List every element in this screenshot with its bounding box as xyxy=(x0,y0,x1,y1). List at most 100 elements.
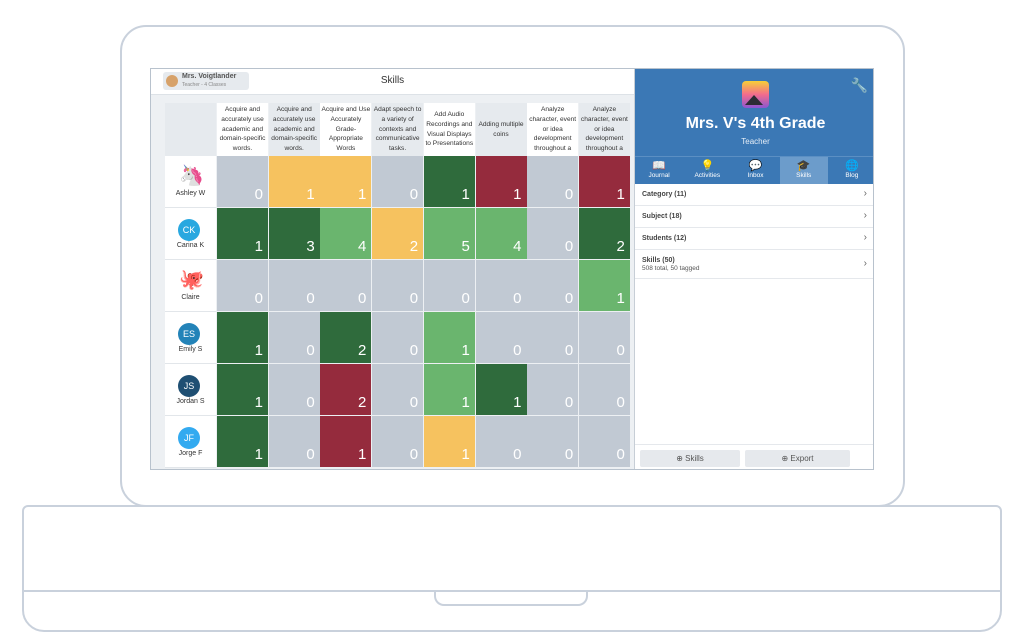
tab-label: Blog xyxy=(845,172,859,179)
add-skills-button[interactable]: ⊕ Skills xyxy=(640,450,740,467)
class-header: 🔧 Mrs. V's 4th Grade Teacher xyxy=(635,69,873,156)
skill-header[interactable]: Adapt speech to a variety of contexts an… xyxy=(372,103,424,156)
filter-item[interactable]: Category (11) › xyxy=(635,184,873,206)
score-cell[interactable]: 2 xyxy=(372,208,424,259)
export-button[interactable]: ⊕ Export xyxy=(745,450,850,467)
tab-label: Journal xyxy=(648,172,670,179)
filter-item[interactable]: Skills (50) 508 total, 50 tagged › xyxy=(635,250,873,279)
graduation-cap-icon: 🎓 xyxy=(796,160,811,172)
wrench-icon[interactable]: 🔧 xyxy=(850,77,868,93)
filter-label: Skills (50) xyxy=(642,257,675,264)
skill-header[interactable]: Analyze character, event or idea develop… xyxy=(527,103,579,156)
score-cell[interactable]: 5 xyxy=(423,208,475,259)
page-title: Skills xyxy=(380,75,405,86)
user-role: Teacher - 4 Classes xyxy=(182,82,227,88)
filter-item[interactable]: Subject (18) › xyxy=(635,206,873,228)
panel-footer: ⊕ Skills ⊕ Export xyxy=(635,444,873,469)
tab-skills[interactable]: 🎓 Skills xyxy=(779,157,828,184)
side-panel: 🔧 Mrs. V's 4th Grade Teacher 📖 Journal 💡 Ac… xyxy=(634,69,873,469)
score-cell[interactable]: 0 xyxy=(475,416,527,467)
filter-item[interactable]: Students (12) › xyxy=(635,228,873,250)
score-cell[interactable]: 0 xyxy=(372,312,424,363)
score-cell[interactable]: 1 xyxy=(217,416,268,467)
score-cell[interactable]: 0 xyxy=(578,312,630,363)
score-cell[interactable]: 0 xyxy=(475,312,527,363)
score-cell[interactable]: 1 xyxy=(423,364,475,415)
score-cell[interactable]: 1 xyxy=(217,208,268,259)
user-switcher[interactable]: Mrs. Voigtlander Teacher - 4 Classes xyxy=(163,72,249,90)
tab-inbox[interactable]: 💬 Inbox xyxy=(731,157,779,184)
score-cell[interactable]: 2 xyxy=(320,364,372,415)
tab-label: Inbox xyxy=(747,172,764,179)
score-cell[interactable]: 0 xyxy=(527,156,579,207)
score-cell[interactable]: 0 xyxy=(372,156,424,207)
filter-label: Category (11) xyxy=(642,191,687,198)
tab-label: Skills xyxy=(796,172,812,179)
score-cell[interactable]: 4 xyxy=(320,208,372,259)
app-screen: Mrs. Voigtlander Teacher - 4 Classes Ski… xyxy=(150,68,874,470)
skill-header[interactable]: Acquire and Use Accurately Grade-Appropr… xyxy=(320,103,372,156)
student-row-header[interactable]: 🦄 Ashley W xyxy=(165,156,216,208)
score-cell[interactable]: 0 xyxy=(578,416,630,467)
student-row-header[interactable]: JS Jordan S xyxy=(165,364,216,416)
student-name: Jorge F xyxy=(178,450,203,457)
score-cell[interactable]: 0 xyxy=(372,364,424,415)
score-cell[interactable]: 0 xyxy=(372,260,424,311)
skill-header[interactable]: Add Audio Recordings and Visual Displays… xyxy=(423,103,475,156)
score-cell[interactable]: 1 xyxy=(320,156,372,207)
score-cell[interactable]: 0 xyxy=(217,156,268,207)
skill-header[interactable]: Acquire and accurately use academic and … xyxy=(268,103,320,156)
score-cell[interactable]: 2 xyxy=(320,312,372,363)
student-row-header[interactable]: 🐙 Claire xyxy=(165,260,216,312)
score-cell[interactable]: 0 xyxy=(578,364,630,415)
octopus-icon: 🐙 xyxy=(179,269,204,291)
score-cell[interactable]: 0 xyxy=(527,416,579,467)
score-cell[interactable]: 0 xyxy=(527,312,579,363)
score-cell[interactable]: 0 xyxy=(527,260,579,311)
plus-circle-icon: ⊕ xyxy=(781,454,789,463)
score-cell[interactable]: 0 xyxy=(268,416,320,467)
globe-icon: 🌐 xyxy=(845,160,859,172)
score-cell[interactable]: 0 xyxy=(372,416,424,467)
score-cell[interactable]: 1 xyxy=(475,156,527,207)
avatar: CK xyxy=(178,219,200,241)
chevron-right-icon: › xyxy=(863,210,867,221)
tab-activities[interactable]: 💡 Activities xyxy=(683,157,731,184)
score-cell[interactable]: 0 xyxy=(217,260,268,311)
tab-label: Activities xyxy=(694,172,721,179)
avatar: JF xyxy=(178,427,200,449)
score-cell[interactable]: 1 xyxy=(423,156,475,207)
laptop-base xyxy=(22,505,1002,632)
score-cell[interactable]: 0 xyxy=(268,260,320,311)
tab-blog[interactable]: 🌐 Blog xyxy=(828,157,873,184)
score-cell[interactable]: 0 xyxy=(320,260,372,311)
score-cell[interactable]: 4 xyxy=(475,208,527,259)
score-cell[interactable]: 0 xyxy=(268,364,320,415)
score-cell[interactable]: 0 xyxy=(423,260,475,311)
student-row-header[interactable]: CK Carina K xyxy=(165,208,216,260)
skill-header[interactable]: Analyze character, event or idea develop… xyxy=(578,103,630,156)
score-cell[interactable]: 1 xyxy=(578,156,630,207)
score-cell[interactable]: 1 xyxy=(423,312,475,363)
score-cell[interactable]: 2 xyxy=(578,208,630,259)
lightbulb-icon: 💡 xyxy=(700,160,715,172)
score-cell[interactable]: 3 xyxy=(268,208,320,259)
top-bar: Mrs. Voigtlander Teacher - 4 Classes Ski… xyxy=(151,69,634,95)
score-cell[interactable]: 1 xyxy=(268,156,320,207)
score-cell[interactable]: 0 xyxy=(475,260,527,311)
score-cell[interactable]: 0 xyxy=(268,312,320,363)
student-row-header[interactable]: JF Jorge F xyxy=(165,416,216,468)
student-row-header[interactable]: ES Emily S xyxy=(165,312,216,364)
score-cell[interactable]: 1 xyxy=(217,364,268,415)
corner-cell xyxy=(165,103,216,156)
score-cell[interactable]: 1 xyxy=(475,364,527,415)
skill-header[interactable]: Adding multiple coins xyxy=(475,103,527,156)
score-cell[interactable]: 0 xyxy=(527,364,579,415)
skill-header[interactable]: Acquire and accurately use academic and … xyxy=(217,103,268,156)
score-cell[interactable]: 1 xyxy=(423,416,475,467)
score-cell[interactable]: 0 xyxy=(527,208,579,259)
score-cell[interactable]: 1 xyxy=(578,260,630,311)
score-cell[interactable]: 1 xyxy=(217,312,268,363)
score-cell[interactable]: 1 xyxy=(320,416,372,467)
tab-journal[interactable]: 📖 Journal xyxy=(635,157,683,184)
